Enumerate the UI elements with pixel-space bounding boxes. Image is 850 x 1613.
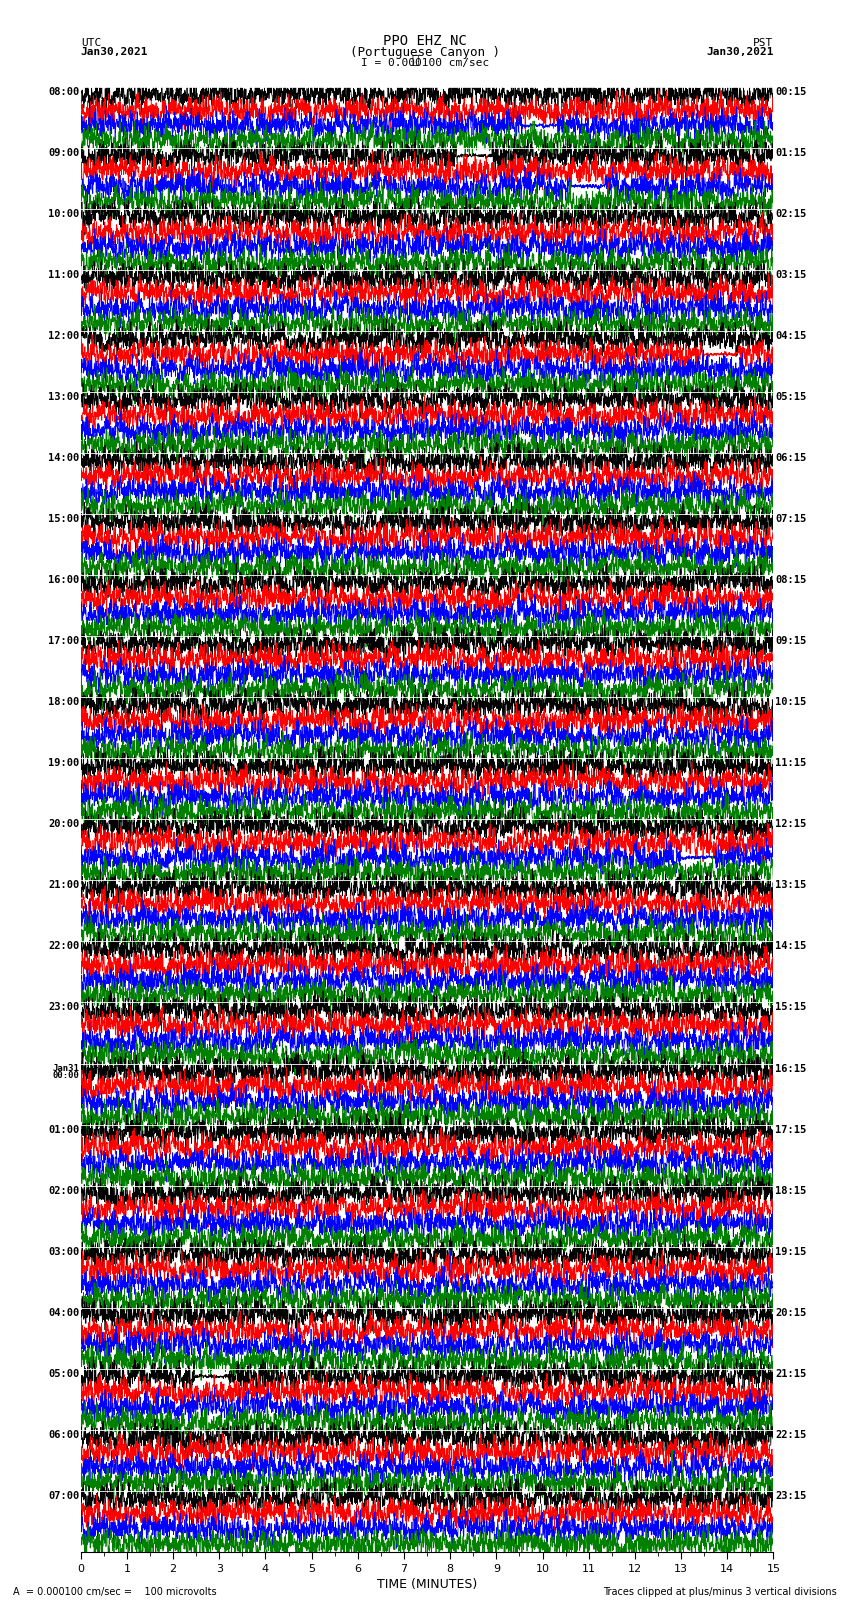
Text: 13:15: 13:15 [775, 881, 806, 890]
Text: 20:15: 20:15 [775, 1308, 806, 1318]
Text: 12:00: 12:00 [48, 331, 79, 342]
Text: 18:15: 18:15 [775, 1186, 806, 1195]
Text: 21:00: 21:00 [48, 881, 79, 890]
Text: 17:00: 17:00 [48, 636, 79, 647]
Text: 15:00: 15:00 [48, 515, 79, 524]
Text: PST: PST [753, 37, 774, 47]
Text: 02:00: 02:00 [48, 1186, 79, 1195]
Text: 19:15: 19:15 [775, 1247, 806, 1257]
Text: 11:00: 11:00 [48, 269, 79, 281]
Text: 06:00: 06:00 [48, 1429, 79, 1440]
Text: 15:15: 15:15 [775, 1003, 806, 1013]
Text: 00:15: 00:15 [775, 87, 806, 97]
Text: 16:00: 16:00 [48, 576, 79, 586]
Text: 22:15: 22:15 [775, 1429, 806, 1440]
Text: A  = 0.000100 cm/sec =    100 microvolts: A = 0.000100 cm/sec = 100 microvolts [13, 1587, 217, 1597]
Text: 22:00: 22:00 [48, 942, 79, 952]
Text: 09:00: 09:00 [48, 148, 79, 158]
Text: 17:15: 17:15 [775, 1124, 806, 1134]
Text: Traces clipped at plus/minus 3 vertical divisions: Traces clipped at plus/minus 3 vertical … [604, 1587, 837, 1597]
Text: 07:00: 07:00 [48, 1490, 79, 1500]
Text: ⏐: ⏐ [411, 53, 418, 66]
Text: 05:00: 05:00 [48, 1368, 79, 1379]
Text: 07:15: 07:15 [775, 515, 806, 524]
Text: Jan31: Jan31 [53, 1063, 79, 1073]
Text: 08:00: 08:00 [48, 87, 79, 97]
Text: 21:15: 21:15 [775, 1368, 806, 1379]
Text: (Portuguese Canyon ): (Portuguese Canyon ) [350, 45, 500, 58]
Text: Jan30,2021: Jan30,2021 [81, 47, 148, 58]
Text: Jan30,2021: Jan30,2021 [706, 47, 774, 58]
Text: 05:15: 05:15 [775, 392, 806, 402]
Text: 12:15: 12:15 [775, 819, 806, 829]
Text: 03:15: 03:15 [775, 269, 806, 281]
Text: I = 0.000100 cm/sec: I = 0.000100 cm/sec [361, 58, 489, 68]
Text: 10:15: 10:15 [775, 697, 806, 708]
Text: 13:00: 13:00 [48, 392, 79, 402]
Text: 20:00: 20:00 [48, 819, 79, 829]
Text: 08:15: 08:15 [775, 576, 806, 586]
Text: 11:15: 11:15 [775, 758, 806, 768]
Text: 01:00: 01:00 [48, 1124, 79, 1134]
Text: 09:15: 09:15 [775, 636, 806, 647]
Text: 19:00: 19:00 [48, 758, 79, 768]
Text: 06:15: 06:15 [775, 453, 806, 463]
Text: 00:00: 00:00 [53, 1071, 79, 1079]
Text: 16:15: 16:15 [775, 1063, 806, 1074]
Text: PPO EHZ NC: PPO EHZ NC [383, 34, 467, 47]
Text: 14:15: 14:15 [775, 942, 806, 952]
Text: 23:15: 23:15 [775, 1490, 806, 1500]
Text: 03:00: 03:00 [48, 1247, 79, 1257]
Text: 14:00: 14:00 [48, 453, 79, 463]
X-axis label: TIME (MINUTES): TIME (MINUTES) [377, 1578, 477, 1590]
Text: 10:00: 10:00 [48, 210, 79, 219]
Text: 04:15: 04:15 [775, 331, 806, 342]
Text: 18:00: 18:00 [48, 697, 79, 708]
Text: 02:15: 02:15 [775, 210, 806, 219]
Text: 23:00: 23:00 [48, 1003, 79, 1013]
Text: 04:00: 04:00 [48, 1308, 79, 1318]
Text: UTC: UTC [81, 37, 101, 47]
Text: 01:15: 01:15 [775, 148, 806, 158]
